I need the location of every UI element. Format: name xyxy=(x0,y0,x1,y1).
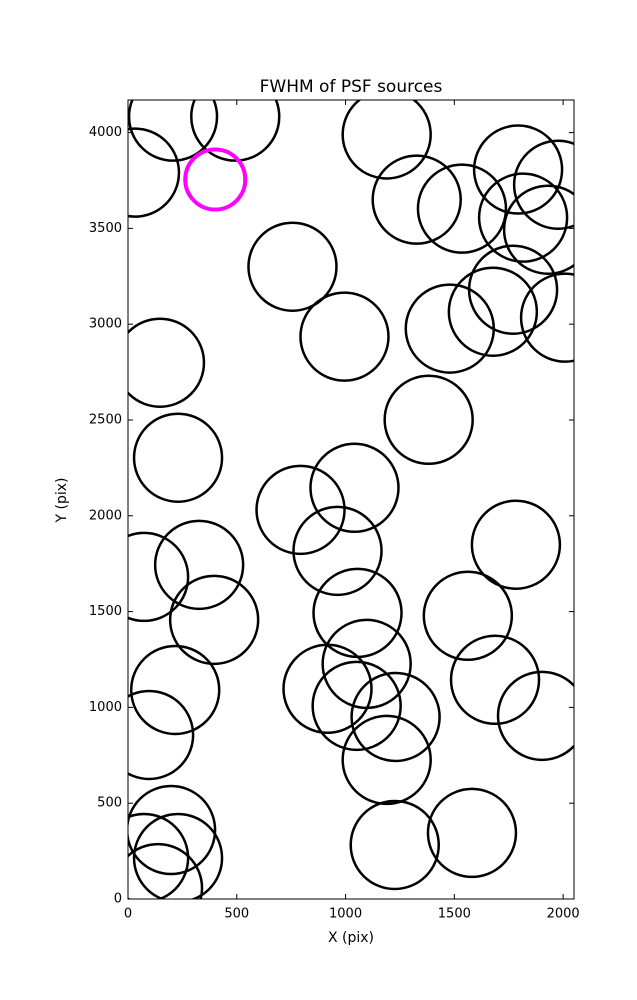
source-marker xyxy=(292,505,383,597)
source-marker xyxy=(447,266,539,357)
x-tick-label: 1000 xyxy=(329,907,362,922)
source-marker xyxy=(512,139,574,230)
axes: 0 500 1000 1500 2000 0 500 1000 1500 2000 2500 3000… xyxy=(89,100,580,922)
source-marker xyxy=(449,634,541,726)
source-marker xyxy=(282,643,373,735)
source-marker xyxy=(128,842,204,899)
source-marker xyxy=(183,147,248,212)
source-marker xyxy=(132,812,224,899)
x-tick-label: 1500 xyxy=(438,907,471,922)
source-marker xyxy=(128,784,217,876)
source-marker xyxy=(383,374,474,466)
source-marker xyxy=(299,291,390,382)
source-marker xyxy=(502,184,574,275)
source-marker xyxy=(519,272,574,363)
y-tick-label: 1500 xyxy=(89,604,122,619)
source-marker xyxy=(128,100,219,162)
x-tick-label: 500 xyxy=(224,907,249,922)
y-tick-label: 500 xyxy=(97,796,122,811)
y-axis-label: Y (pix) xyxy=(54,478,70,524)
plot-frame xyxy=(127,99,575,900)
x-tick-label: 2000 xyxy=(547,907,580,922)
plot-area xyxy=(128,100,574,899)
x-tick-label: 0 xyxy=(124,907,132,922)
y-tick-label: 0 xyxy=(114,892,122,907)
source-marker xyxy=(128,127,181,218)
chart-title: FWHM of PSF sources xyxy=(260,77,443,97)
source-marker xyxy=(422,570,514,662)
source-marker xyxy=(477,172,569,263)
source-marker xyxy=(341,100,432,180)
source-marker xyxy=(404,283,496,374)
source-marker xyxy=(416,163,508,254)
x-axis-label: X (pix) xyxy=(328,930,374,946)
source-marker xyxy=(128,317,206,408)
source-marker xyxy=(129,644,221,736)
source-marker xyxy=(341,714,432,806)
source-marker xyxy=(426,787,518,879)
source-marker xyxy=(153,519,245,611)
source-marker xyxy=(496,670,574,762)
source-marker xyxy=(128,812,190,899)
source-marker xyxy=(472,124,564,215)
source-marker xyxy=(128,689,195,781)
source-marker xyxy=(247,221,338,312)
y-tick-label: 3000 xyxy=(89,317,122,332)
source-marker xyxy=(371,154,462,245)
source-marker xyxy=(350,671,441,763)
source-marker xyxy=(311,660,402,752)
source-marker xyxy=(255,464,346,556)
y-tick-label: 3500 xyxy=(89,221,122,236)
source-marker xyxy=(309,442,400,534)
source-marker xyxy=(470,499,562,590)
source-marker xyxy=(349,799,440,891)
source-marker xyxy=(168,574,260,666)
source-marker xyxy=(190,100,281,162)
y-tick-label: 2000 xyxy=(89,508,122,523)
y-tick-label: 1000 xyxy=(89,700,122,715)
source-marker xyxy=(128,531,190,623)
y-tick-label: 2500 xyxy=(89,412,122,427)
source-marker xyxy=(132,412,224,503)
y-tick-label: 4000 xyxy=(89,125,122,140)
